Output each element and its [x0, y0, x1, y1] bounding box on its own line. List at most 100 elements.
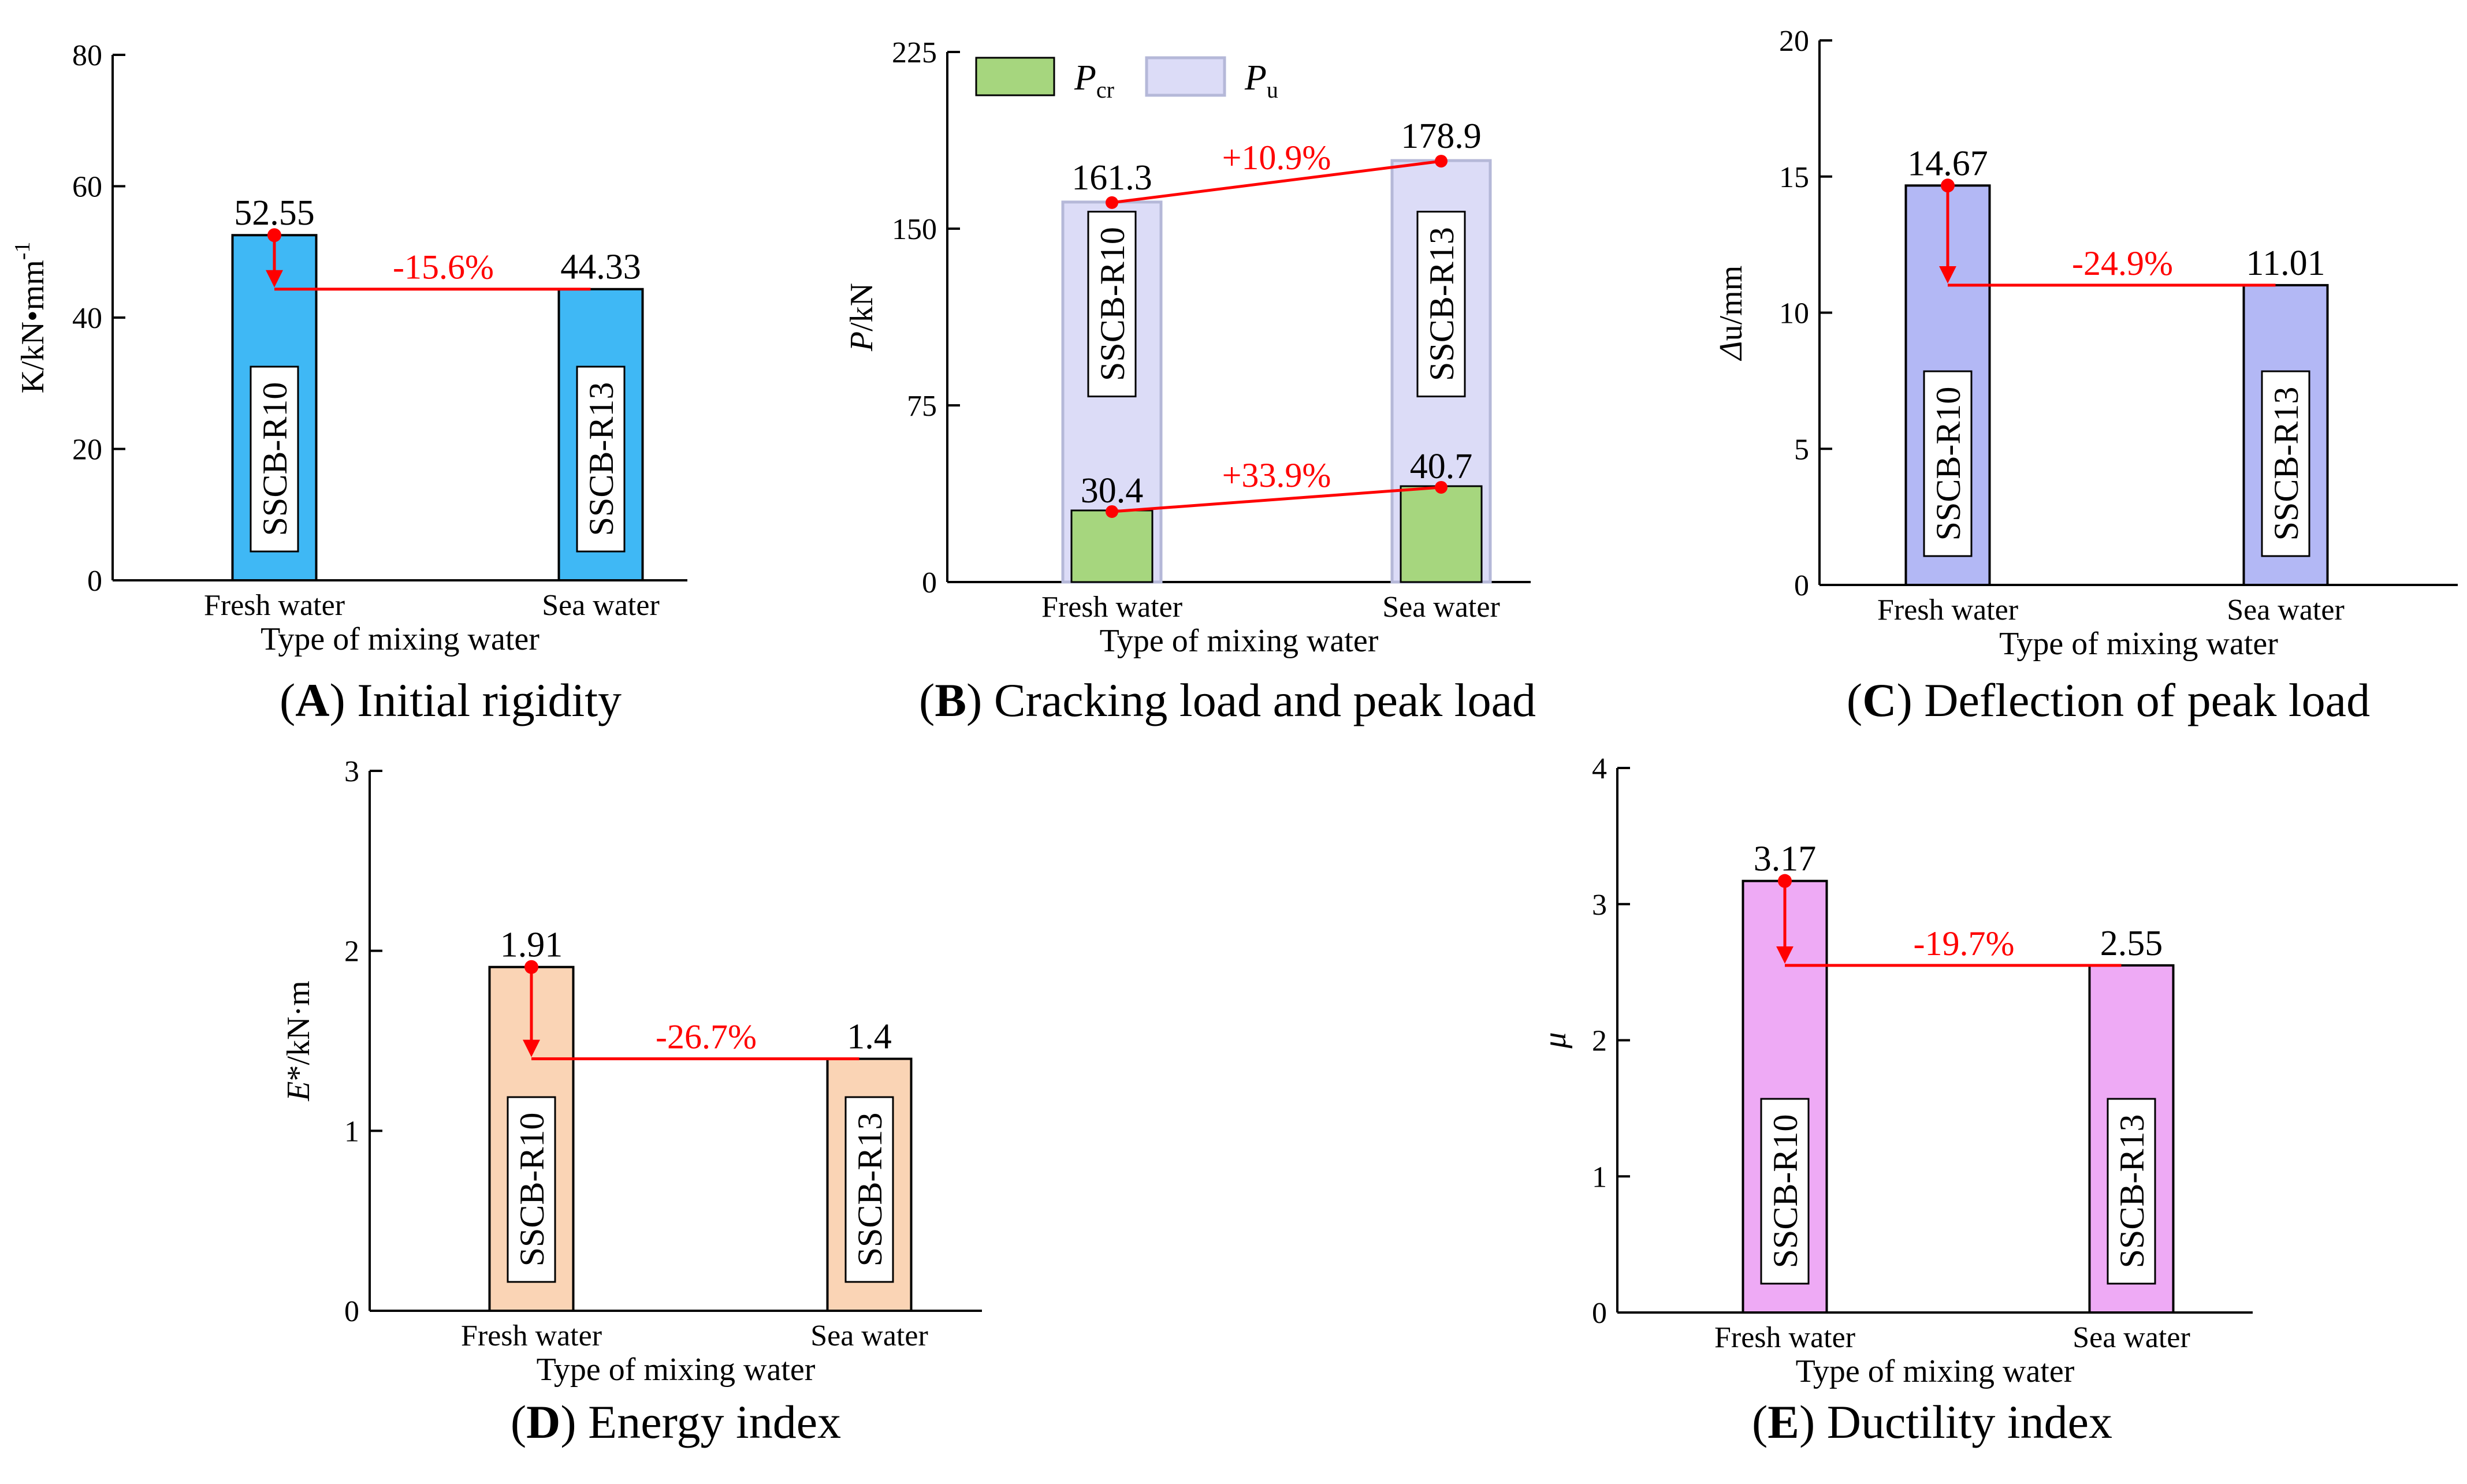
- specimen-label-box: [1087, 211, 1137, 398]
- value-label: 14.67: [1907, 144, 1988, 183]
- specimen-label-box: [844, 1096, 894, 1283]
- change-line-pu: [1111, 159, 1442, 204]
- specimen-label: SSCB-R10: [507, 1096, 556, 1283]
- y-tick-label: 10: [1779, 297, 1809, 330]
- change-line-pcr: [1111, 486, 1442, 513]
- x-tick-label: Sea water: [810, 1319, 928, 1352]
- change-marker: [1106, 196, 1118, 209]
- y-tick-label: 40: [72, 302, 102, 335]
- specimen-label-box: [1923, 370, 1973, 557]
- specimen-label-text: SSCB-R13: [851, 1113, 889, 1267]
- specimen-label-text: SSCB-R10: [1093, 227, 1132, 381]
- y-tick-label: 0: [922, 566, 937, 599]
- x-tick-label: Fresh water: [1041, 591, 1182, 624]
- legend-label-pu: Pu: [1244, 58, 1278, 103]
- specimen-label: SSCB-R13: [1416, 211, 1466, 398]
- value-label: 1.91: [500, 926, 563, 965]
- legend: Pcr Pu: [975, 56, 1278, 103]
- y-axis-label: μ: [1537, 1032, 1573, 1049]
- value-label: 11.01: [2246, 244, 2325, 283]
- change-label-pcr: +33.9%: [1222, 456, 1331, 494]
- specimen-label: SSCB-R10: [1923, 370, 1973, 557]
- specimen-label: SSCB-R13: [2261, 370, 2310, 557]
- y-tick-label: 150: [892, 213, 937, 246]
- y-axis-label: E*/kN·m: [281, 980, 317, 1101]
- specimen-label-text: SSCB-R13: [2113, 1114, 2151, 1269]
- panel-caption: (B) Cracking load and peak load: [919, 674, 1536, 726]
- y-tick-label: 0: [87, 565, 102, 598]
- legend-swatch-pcr: [975, 57, 1055, 96]
- y-tick-label: 0: [344, 1295, 359, 1328]
- y-tick-label: 5: [1794, 433, 1809, 466]
- specimen-label-text: SSCB-R13: [2267, 387, 2305, 541]
- y-tick-label: 3: [344, 755, 359, 788]
- specimen-label-text: SSCB-R10: [513, 1113, 551, 1267]
- x-axis-label: Type of mixing water: [537, 1352, 816, 1388]
- y-tick-label: 20: [1779, 25, 1809, 58]
- y-tick-label: 2: [1592, 1025, 1607, 1058]
- change-label: -19.7%: [1914, 924, 2015, 963]
- specimen-label-box: [1760, 1098, 1810, 1285]
- panel-caption: (D) Energy index: [511, 1396, 841, 1448]
- bar: [2088, 964, 2175, 1314]
- value-label: 2.55: [2100, 924, 2163, 963]
- x-tick-label: Sea water: [542, 589, 660, 622]
- x-axis-label: Type of mixing water: [261, 621, 539, 657]
- y-tick-label: 1: [344, 1115, 359, 1148]
- panel-caption: (C) Deflection of peak load: [1847, 674, 2370, 726]
- x-tick-label: Sea water: [2227, 594, 2345, 627]
- x-tick-label: Sea water: [2072, 1321, 2190, 1354]
- x-tick-label: Fresh water: [461, 1319, 602, 1352]
- change-marker: [1435, 480, 1448, 494]
- specimen-label: SSCB-R13: [844, 1096, 894, 1283]
- x-axis-label: Type of mixing water: [1100, 623, 1379, 659]
- y-tick-label: 0: [1592, 1297, 1607, 1330]
- panel-caption: (E) Ductility index: [1752, 1396, 2112, 1448]
- specimen-label-text: SSCB-R10: [1766, 1114, 1804, 1269]
- change-label: -26.7%: [656, 1018, 757, 1056]
- specimen-label-text: SSCB-R13: [582, 382, 620, 536]
- value-label-pu: 178.9: [1401, 117, 1482, 156]
- bar-pcr: [1070, 509, 1154, 583]
- change-label-pu: +10.9%: [1222, 139, 1331, 177]
- change-label: -24.9%: [2072, 244, 2173, 282]
- legend-label-pcr: Pcr: [1074, 58, 1114, 103]
- y-tick-label: 1: [1592, 1161, 1607, 1194]
- y-tick-label: 60: [72, 171, 102, 204]
- specimen-label: SSCB-R10: [1760, 1098, 1810, 1285]
- y-tick-label: 20: [72, 434, 102, 467]
- y-tick-label: 4: [1592, 752, 1607, 785]
- y-tick-label: 2: [344, 935, 359, 968]
- value-label: 52.55: [234, 193, 315, 233]
- value-label-pcr: 30.4: [1081, 471, 1144, 510]
- y-tick-label: 225: [892, 36, 937, 69]
- value-label-pcr: 40.7: [1410, 447, 1473, 486]
- y-axis-label: Δu/mm: [1713, 266, 1749, 361]
- value-label: 1.4: [847, 1017, 892, 1057]
- specimen-label-box: [2107, 1098, 2156, 1285]
- change-marker: [1435, 155, 1448, 168]
- x-axis-label: Type of mixing water: [1796, 1354, 2075, 1389]
- specimen-label: SSCB-R13: [2107, 1098, 2156, 1285]
- x-tick-label: Fresh water: [1714, 1321, 1855, 1354]
- value-label: 3.17: [1754, 840, 1817, 879]
- specimen-label-box: [507, 1096, 556, 1283]
- change-label: -15.6%: [393, 248, 494, 286]
- y-axis-label: K/kN•mm-1: [10, 242, 51, 394]
- bar-pcr: [1400, 485, 1483, 583]
- x-tick-label: Fresh water: [1877, 594, 2018, 627]
- specimen-label-box: [250, 366, 299, 553]
- panel-caption: (A) Initial rigidity: [280, 674, 622, 726]
- y-tick-label: 80: [72, 39, 102, 72]
- specimen-label-text: SSCB-R10: [256, 382, 294, 536]
- x-tick-label: Fresh water: [204, 589, 345, 622]
- legend-swatch-pu: [1145, 56, 1226, 97]
- specimen-label-box: [2261, 370, 2310, 557]
- x-axis-label: Type of mixing water: [1999, 626, 2278, 662]
